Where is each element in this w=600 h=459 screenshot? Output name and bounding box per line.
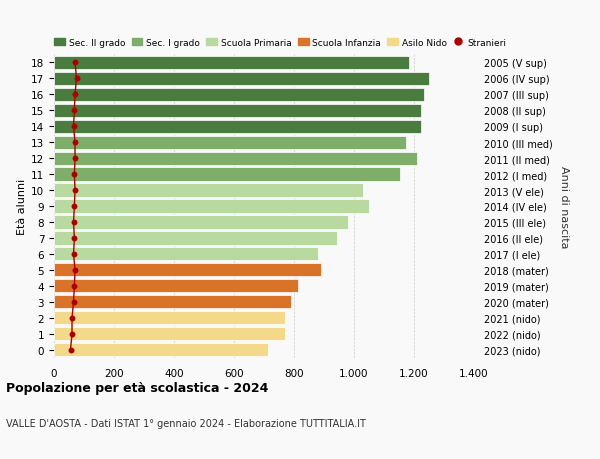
Bar xyxy=(54,89,424,101)
Bar xyxy=(54,343,268,357)
Point xyxy=(70,283,79,290)
Bar xyxy=(54,200,369,213)
Point xyxy=(67,330,77,338)
Point xyxy=(69,251,78,258)
Point xyxy=(70,171,79,179)
Y-axis label: Anni di nascita: Anni di nascita xyxy=(559,165,569,248)
Point xyxy=(72,75,82,83)
Bar xyxy=(54,328,285,341)
Point xyxy=(70,91,80,99)
Bar xyxy=(54,104,421,118)
Bar xyxy=(54,248,318,261)
Legend: Sec. II grado, Sec. I grado, Scuola Primaria, Scuola Infanzia, Asilo Nido, Stran: Sec. II grado, Sec. I grado, Scuola Prim… xyxy=(55,39,506,48)
Bar xyxy=(54,136,407,149)
Bar xyxy=(54,73,429,85)
Bar xyxy=(54,56,409,70)
Point xyxy=(70,267,80,274)
Bar xyxy=(54,312,285,325)
Point xyxy=(70,139,80,146)
Text: Popolazione per età scolastica - 2024: Popolazione per età scolastica - 2024 xyxy=(6,381,268,394)
Point xyxy=(70,59,80,67)
Bar xyxy=(54,264,321,277)
Point xyxy=(70,155,80,162)
Point xyxy=(70,187,80,194)
Point xyxy=(70,203,79,210)
Bar xyxy=(54,296,291,309)
Point xyxy=(66,347,76,354)
Bar xyxy=(54,232,337,245)
Bar xyxy=(54,152,417,165)
Text: VALLE D'AOSTA - Dati ISTAT 1° gennaio 2024 - Elaborazione TUTTITALIA.IT: VALLE D'AOSTA - Dati ISTAT 1° gennaio 20… xyxy=(6,418,366,428)
Point xyxy=(69,123,78,130)
Point xyxy=(69,298,78,306)
Bar xyxy=(54,184,363,197)
Point xyxy=(70,107,79,115)
Point xyxy=(67,314,77,322)
Point xyxy=(70,235,79,242)
Y-axis label: Età alunni: Età alunni xyxy=(17,179,27,235)
Bar xyxy=(54,280,298,293)
Bar xyxy=(54,168,401,181)
Point xyxy=(69,219,78,226)
Bar xyxy=(54,216,348,229)
Bar xyxy=(54,120,421,134)
